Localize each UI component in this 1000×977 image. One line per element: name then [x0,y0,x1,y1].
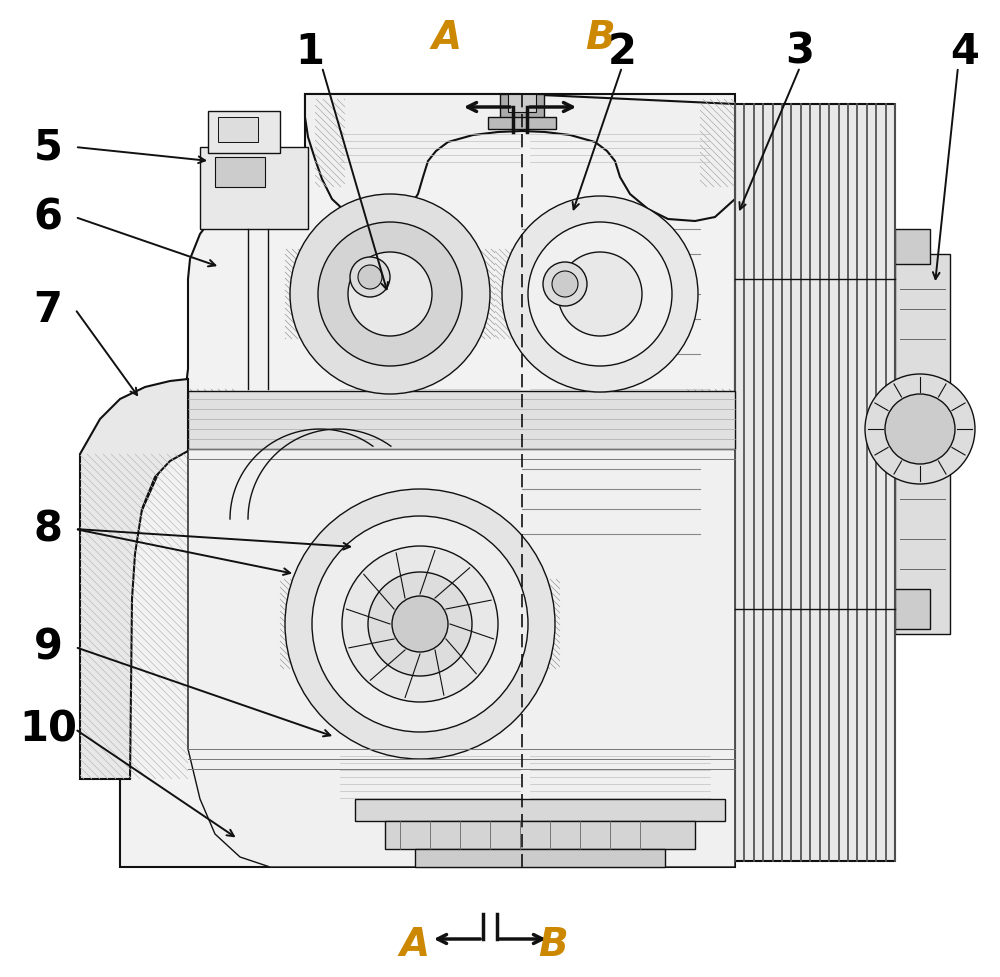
Polygon shape [305,95,735,222]
Circle shape [285,489,555,759]
Text: 10: 10 [19,708,77,750]
Circle shape [350,258,390,298]
Text: 7: 7 [34,289,62,330]
Bar [735,105,895,861]
Circle shape [865,374,975,485]
Bar [215,158,265,188]
Circle shape [392,596,448,653]
Circle shape [358,266,382,290]
Text: A: A [400,925,430,963]
Bar [508,95,536,113]
Circle shape [552,272,578,298]
Circle shape [558,253,642,337]
Bar [895,255,950,634]
Bar [188,392,735,449]
Text: 1: 1 [296,31,324,73]
Text: 5: 5 [34,127,62,169]
Text: 6: 6 [34,196,62,238]
Bar [415,849,665,868]
Circle shape [502,196,698,393]
Circle shape [290,194,490,395]
Circle shape [368,573,472,676]
Polygon shape [80,380,188,780]
Bar [218,118,258,143]
Bar [208,112,280,153]
Text: 4: 4 [951,31,979,73]
Text: B: B [585,19,615,57]
Bar [488,118,556,130]
Circle shape [543,263,587,307]
Text: B: B [538,925,568,963]
Circle shape [348,253,432,337]
Bar [895,230,930,265]
Circle shape [342,546,498,702]
Circle shape [528,223,672,366]
Circle shape [318,223,462,366]
Circle shape [312,517,528,732]
Text: 9: 9 [34,626,62,668]
Polygon shape [120,95,735,868]
Bar [895,589,930,629]
Bar [385,821,695,849]
Bar [500,95,544,123]
Text: 2: 2 [608,31,636,73]
Text: A: A [432,19,462,57]
Bar [200,148,308,230]
Text: 3: 3 [786,31,814,73]
Bar [355,799,725,821]
Polygon shape [188,449,735,868]
Circle shape [885,395,955,464]
Text: 8: 8 [34,508,62,550]
